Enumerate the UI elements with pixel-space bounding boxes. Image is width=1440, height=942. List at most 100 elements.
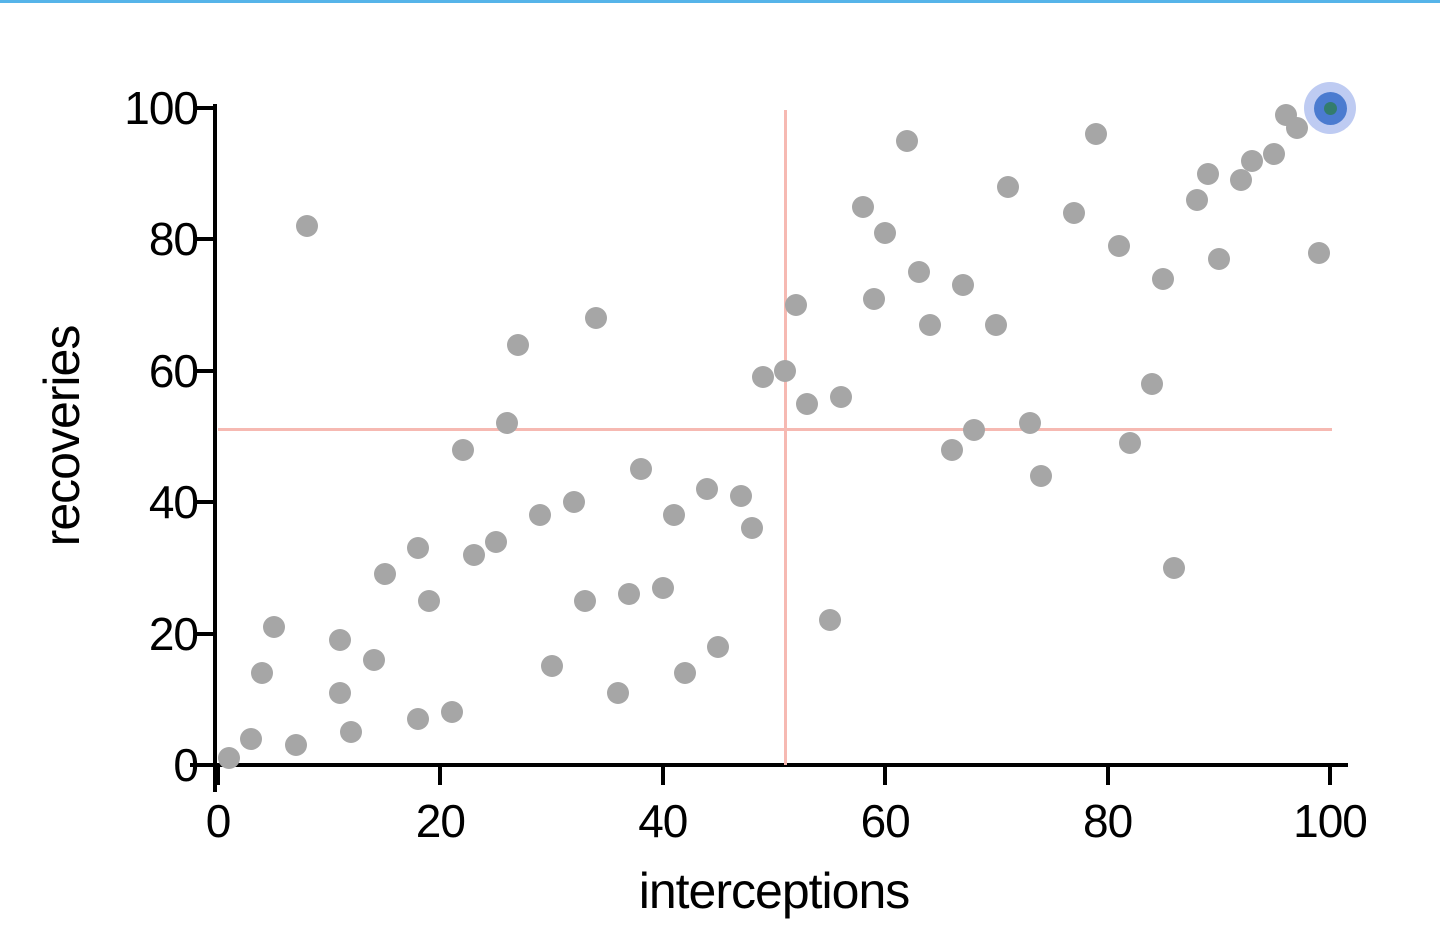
data-point[interactable] bbox=[295, 215, 318, 238]
data-point[interactable] bbox=[1185, 188, 1208, 211]
data-point[interactable] bbox=[1207, 248, 1230, 271]
data-point[interactable] bbox=[618, 583, 641, 606]
data-point[interactable] bbox=[218, 747, 241, 770]
data-point[interactable] bbox=[562, 491, 585, 514]
data-point[interactable] bbox=[496, 412, 519, 435]
data-point[interactable] bbox=[329, 629, 352, 652]
crosshair-vertical-line bbox=[783, 110, 787, 765]
x-tick-label: 100 bbox=[1293, 795, 1368, 847]
data-point[interactable] bbox=[662, 504, 685, 527]
data-point[interactable] bbox=[573, 589, 596, 612]
data-point[interactable] bbox=[996, 175, 1019, 198]
data-point[interactable] bbox=[240, 727, 263, 750]
data-point[interactable] bbox=[818, 609, 841, 632]
data-point[interactable] bbox=[785, 294, 808, 317]
data-point[interactable] bbox=[362, 648, 385, 671]
data-point[interactable] bbox=[607, 681, 630, 704]
window-top-border bbox=[0, 0, 1440, 3]
data-point[interactable] bbox=[540, 655, 563, 678]
data-point[interactable] bbox=[329, 681, 352, 704]
data-point[interactable] bbox=[1152, 267, 1175, 290]
y-axis-line bbox=[213, 104, 217, 792]
data-point[interactable] bbox=[1163, 556, 1186, 579]
data-point[interactable] bbox=[529, 504, 552, 527]
data-point[interactable] bbox=[1118, 432, 1141, 455]
x-tick-mark bbox=[1105, 767, 1110, 785]
data-point[interactable] bbox=[1285, 116, 1308, 139]
x-tick-mark bbox=[216, 767, 220, 785]
x-tick-label: 40 bbox=[638, 795, 688, 847]
highlight-core bbox=[1323, 101, 1337, 115]
x-tick-label: 20 bbox=[415, 795, 466, 847]
y-tick-mark bbox=[195, 763, 213, 767]
data-point[interactable] bbox=[418, 589, 441, 612]
data-point[interactable] bbox=[629, 458, 652, 481]
data-point[interactable] bbox=[407, 708, 430, 730]
data-point[interactable] bbox=[751, 366, 774, 389]
data-point[interactable] bbox=[940, 438, 963, 461]
data-point[interactable] bbox=[1141, 372, 1164, 395]
data-point[interactable] bbox=[373, 563, 396, 586]
y-tick-label: 40 bbox=[148, 476, 199, 529]
data-point[interactable] bbox=[1029, 464, 1052, 487]
data-point[interactable] bbox=[1307, 241, 1330, 264]
data-point[interactable] bbox=[262, 616, 285, 639]
x-axis-title: interceptions bbox=[638, 863, 910, 919]
data-point[interactable] bbox=[1230, 169, 1253, 192]
data-point[interactable] bbox=[829, 386, 852, 409]
data-point[interactable] bbox=[907, 261, 930, 284]
data-point[interactable] bbox=[1085, 123, 1108, 146]
data-point[interactable] bbox=[1018, 412, 1041, 435]
data-point[interactable] bbox=[952, 274, 975, 297]
x-tick-label: 0 bbox=[205, 795, 232, 847]
x-tick-mark bbox=[438, 767, 443, 785]
data-point[interactable] bbox=[451, 438, 474, 461]
y-tick-mark bbox=[195, 106, 213, 110]
data-point[interactable] bbox=[284, 734, 307, 757]
data-point[interactable] bbox=[507, 333, 530, 356]
data-point[interactable] bbox=[774, 359, 797, 382]
data-point[interactable] bbox=[674, 662, 697, 685]
data-point[interactable] bbox=[696, 478, 719, 501]
x-tick-mark bbox=[660, 767, 665, 785]
data-point[interactable] bbox=[1263, 142, 1286, 165]
data-point[interactable] bbox=[1063, 202, 1086, 225]
data-point[interactable] bbox=[462, 543, 485, 566]
data-point[interactable] bbox=[340, 721, 363, 744]
y-tick-mark bbox=[195, 368, 213, 373]
y-tick-label: 80 bbox=[148, 213, 199, 266]
data-point[interactable] bbox=[740, 517, 763, 540]
data-point[interactable] bbox=[796, 392, 819, 415]
data-point[interactable] bbox=[863, 287, 886, 310]
data-point[interactable] bbox=[1241, 149, 1264, 172]
data-point[interactable] bbox=[651, 576, 674, 599]
x-tick-label: 80 bbox=[1083, 795, 1133, 847]
data-point[interactable] bbox=[729, 484, 752, 507]
y-tick-label: 60 bbox=[148, 344, 199, 397]
data-point[interactable] bbox=[963, 418, 986, 441]
x-tick-mark bbox=[883, 767, 888, 785]
x-tick-label: 60 bbox=[860, 795, 911, 847]
x-tick-mark bbox=[1328, 767, 1332, 785]
data-point[interactable] bbox=[1107, 234, 1130, 257]
data-point[interactable] bbox=[985, 313, 1008, 336]
data-point[interactable] bbox=[896, 129, 919, 152]
data-point[interactable] bbox=[918, 313, 941, 336]
data-point[interactable] bbox=[585, 307, 608, 330]
y-tick-label: 0 bbox=[173, 739, 199, 791]
crosshair-horizontal-line bbox=[218, 428, 1332, 432]
data-point[interactable] bbox=[1196, 162, 1219, 185]
data-point[interactable] bbox=[440, 701, 463, 724]
data-point[interactable] bbox=[251, 662, 274, 685]
data-point[interactable] bbox=[874, 221, 897, 244]
y-tick-label: 100 bbox=[124, 82, 199, 134]
y-tick-label: 20 bbox=[148, 607, 199, 660]
data-point[interactable] bbox=[707, 635, 730, 658]
data-point[interactable] bbox=[407, 537, 430, 560]
data-point[interactable] bbox=[851, 195, 874, 218]
y-tick-mark bbox=[195, 500, 213, 505]
data-point[interactable] bbox=[485, 530, 507, 553]
y-tick-mark bbox=[195, 631, 213, 636]
